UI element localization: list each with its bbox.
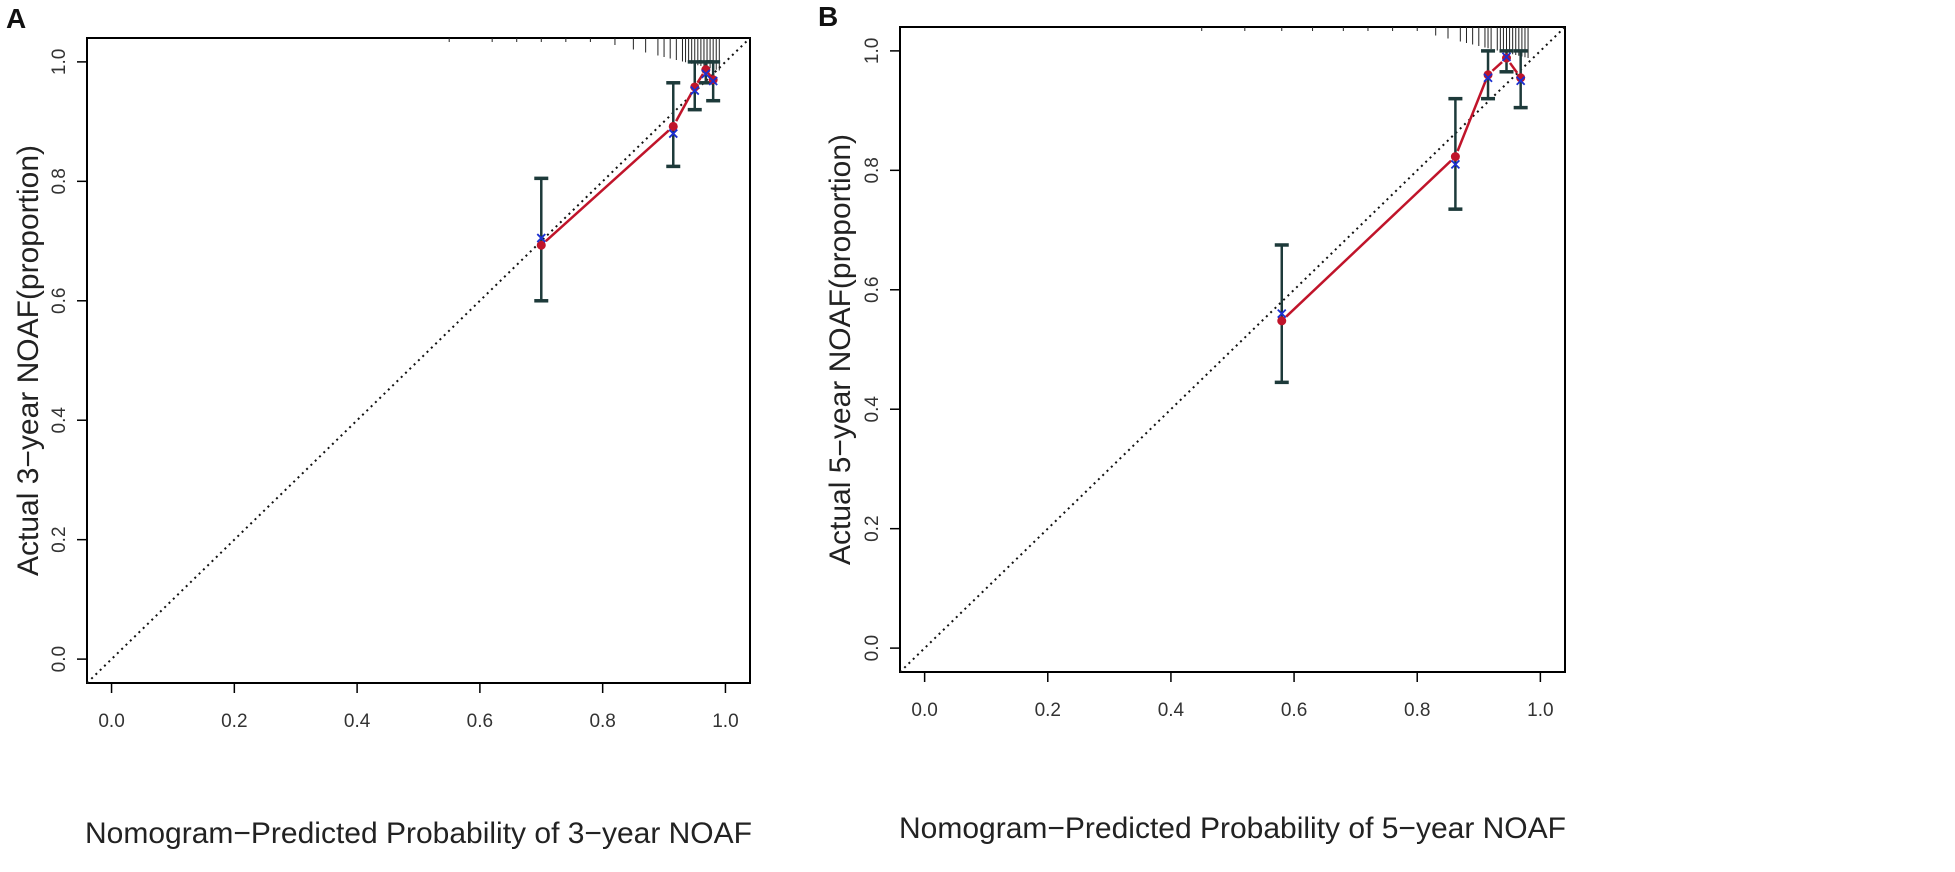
y-tick-label: 0.0: [49, 646, 70, 672]
plot-frame: [899, 26, 1566, 673]
observed-point: [1450, 152, 1460, 162]
observed-line-segment: [696, 73, 705, 84]
ideal-reference-line: [899, 26, 1566, 673]
observed-line-segment: [544, 129, 670, 243]
y-tick-label: 0.6: [862, 277, 883, 303]
observed-line-segment: [1508, 62, 1519, 74]
observed-line-segment: [675, 91, 693, 122]
x-tick-label: 0.0: [911, 700, 937, 721]
corrected-point-x: [1501, 52, 1512, 62]
y-tick-label: 0.4: [49, 407, 70, 434]
panel-label: B: [818, 1, 838, 32]
y-tick-label: 0.2: [862, 515, 883, 541]
corrected-point-x: [536, 233, 546, 243]
observed-line-segment: [1285, 159, 1452, 318]
x-tick-label: 0.8: [1404, 700, 1430, 721]
y-tick-label: 0.8: [49, 168, 70, 194]
x-tick-label: 0.2: [221, 711, 247, 732]
observed-point: [1277, 316, 1287, 326]
y-tick-label: 0.8: [862, 157, 883, 183]
x-tick-label: 0.2: [1035, 700, 1061, 721]
y-tick-label: 0.4: [862, 396, 883, 423]
corrected-point-x: [1516, 76, 1526, 86]
corrected-point-x: [1450, 159, 1461, 169]
corrected-point-x: [1277, 309, 1287, 319]
y-tick-label: 0.2: [49, 526, 70, 552]
corrected-point-x: [701, 69, 711, 79]
x-tick-label: 0.6: [1281, 700, 1307, 721]
x-axis-label: Nomogram−Predicted Probability of 5−year…: [899, 812, 1566, 845]
x-tick-label: 1.0: [712, 711, 738, 732]
y-tick-label: 1.0: [862, 38, 883, 64]
y-tick-label: 0.6: [49, 288, 70, 314]
x-tick-label: 0.6: [467, 711, 493, 732]
x-tick-label: 1.0: [1527, 700, 1553, 721]
corrected-point-x: [708, 76, 718, 86]
plot-frame: [86, 37, 751, 684]
corrected-point-x: [1483, 73, 1493, 83]
x-tick-label: 0.4: [1158, 700, 1185, 721]
y-axis-label: Actual 5−year NOAF(proportion): [824, 134, 857, 565]
observed-line-segment: [1491, 61, 1503, 72]
observed-line-segment: [1456, 79, 1487, 152]
panel-b: B 0.0 0.2 0.4 0.6 0.8 1.0 0.0 0.2 0.4 0.6 0.8 1.0 Nom…: [818, 1, 1566, 845]
y-tick-label: 0.0: [862, 635, 883, 661]
observed-point: [668, 121, 678, 131]
observed-point: [1483, 70, 1493, 80]
corrected-point-x: [690, 85, 700, 96]
panel-a: A 0.0 0.2 0.4 0.6 0.8 1.0 0.0 0.2 0.4 0.6 0.8 1.0 Nom…: [6, 3, 752, 850]
x-tick-label: 0.0: [98, 711, 124, 732]
y-axis-label: Actual 3−year NOAF(proportion): [12, 145, 45, 576]
observed-point: [536, 240, 546, 250]
x-axis-label: Nomogram−Predicted Probability of 3−year…: [85, 817, 752, 850]
x-tick-label: 0.4: [344, 711, 371, 732]
x-tick-label: 0.8: [589, 711, 615, 732]
corrected-point-x: [668, 128, 678, 139]
ideal-reference-line: [86, 37, 751, 684]
panel-label: A: [6, 3, 26, 34]
observed-point: [1516, 73, 1526, 83]
y-tick-label: 1.0: [49, 49, 70, 75]
